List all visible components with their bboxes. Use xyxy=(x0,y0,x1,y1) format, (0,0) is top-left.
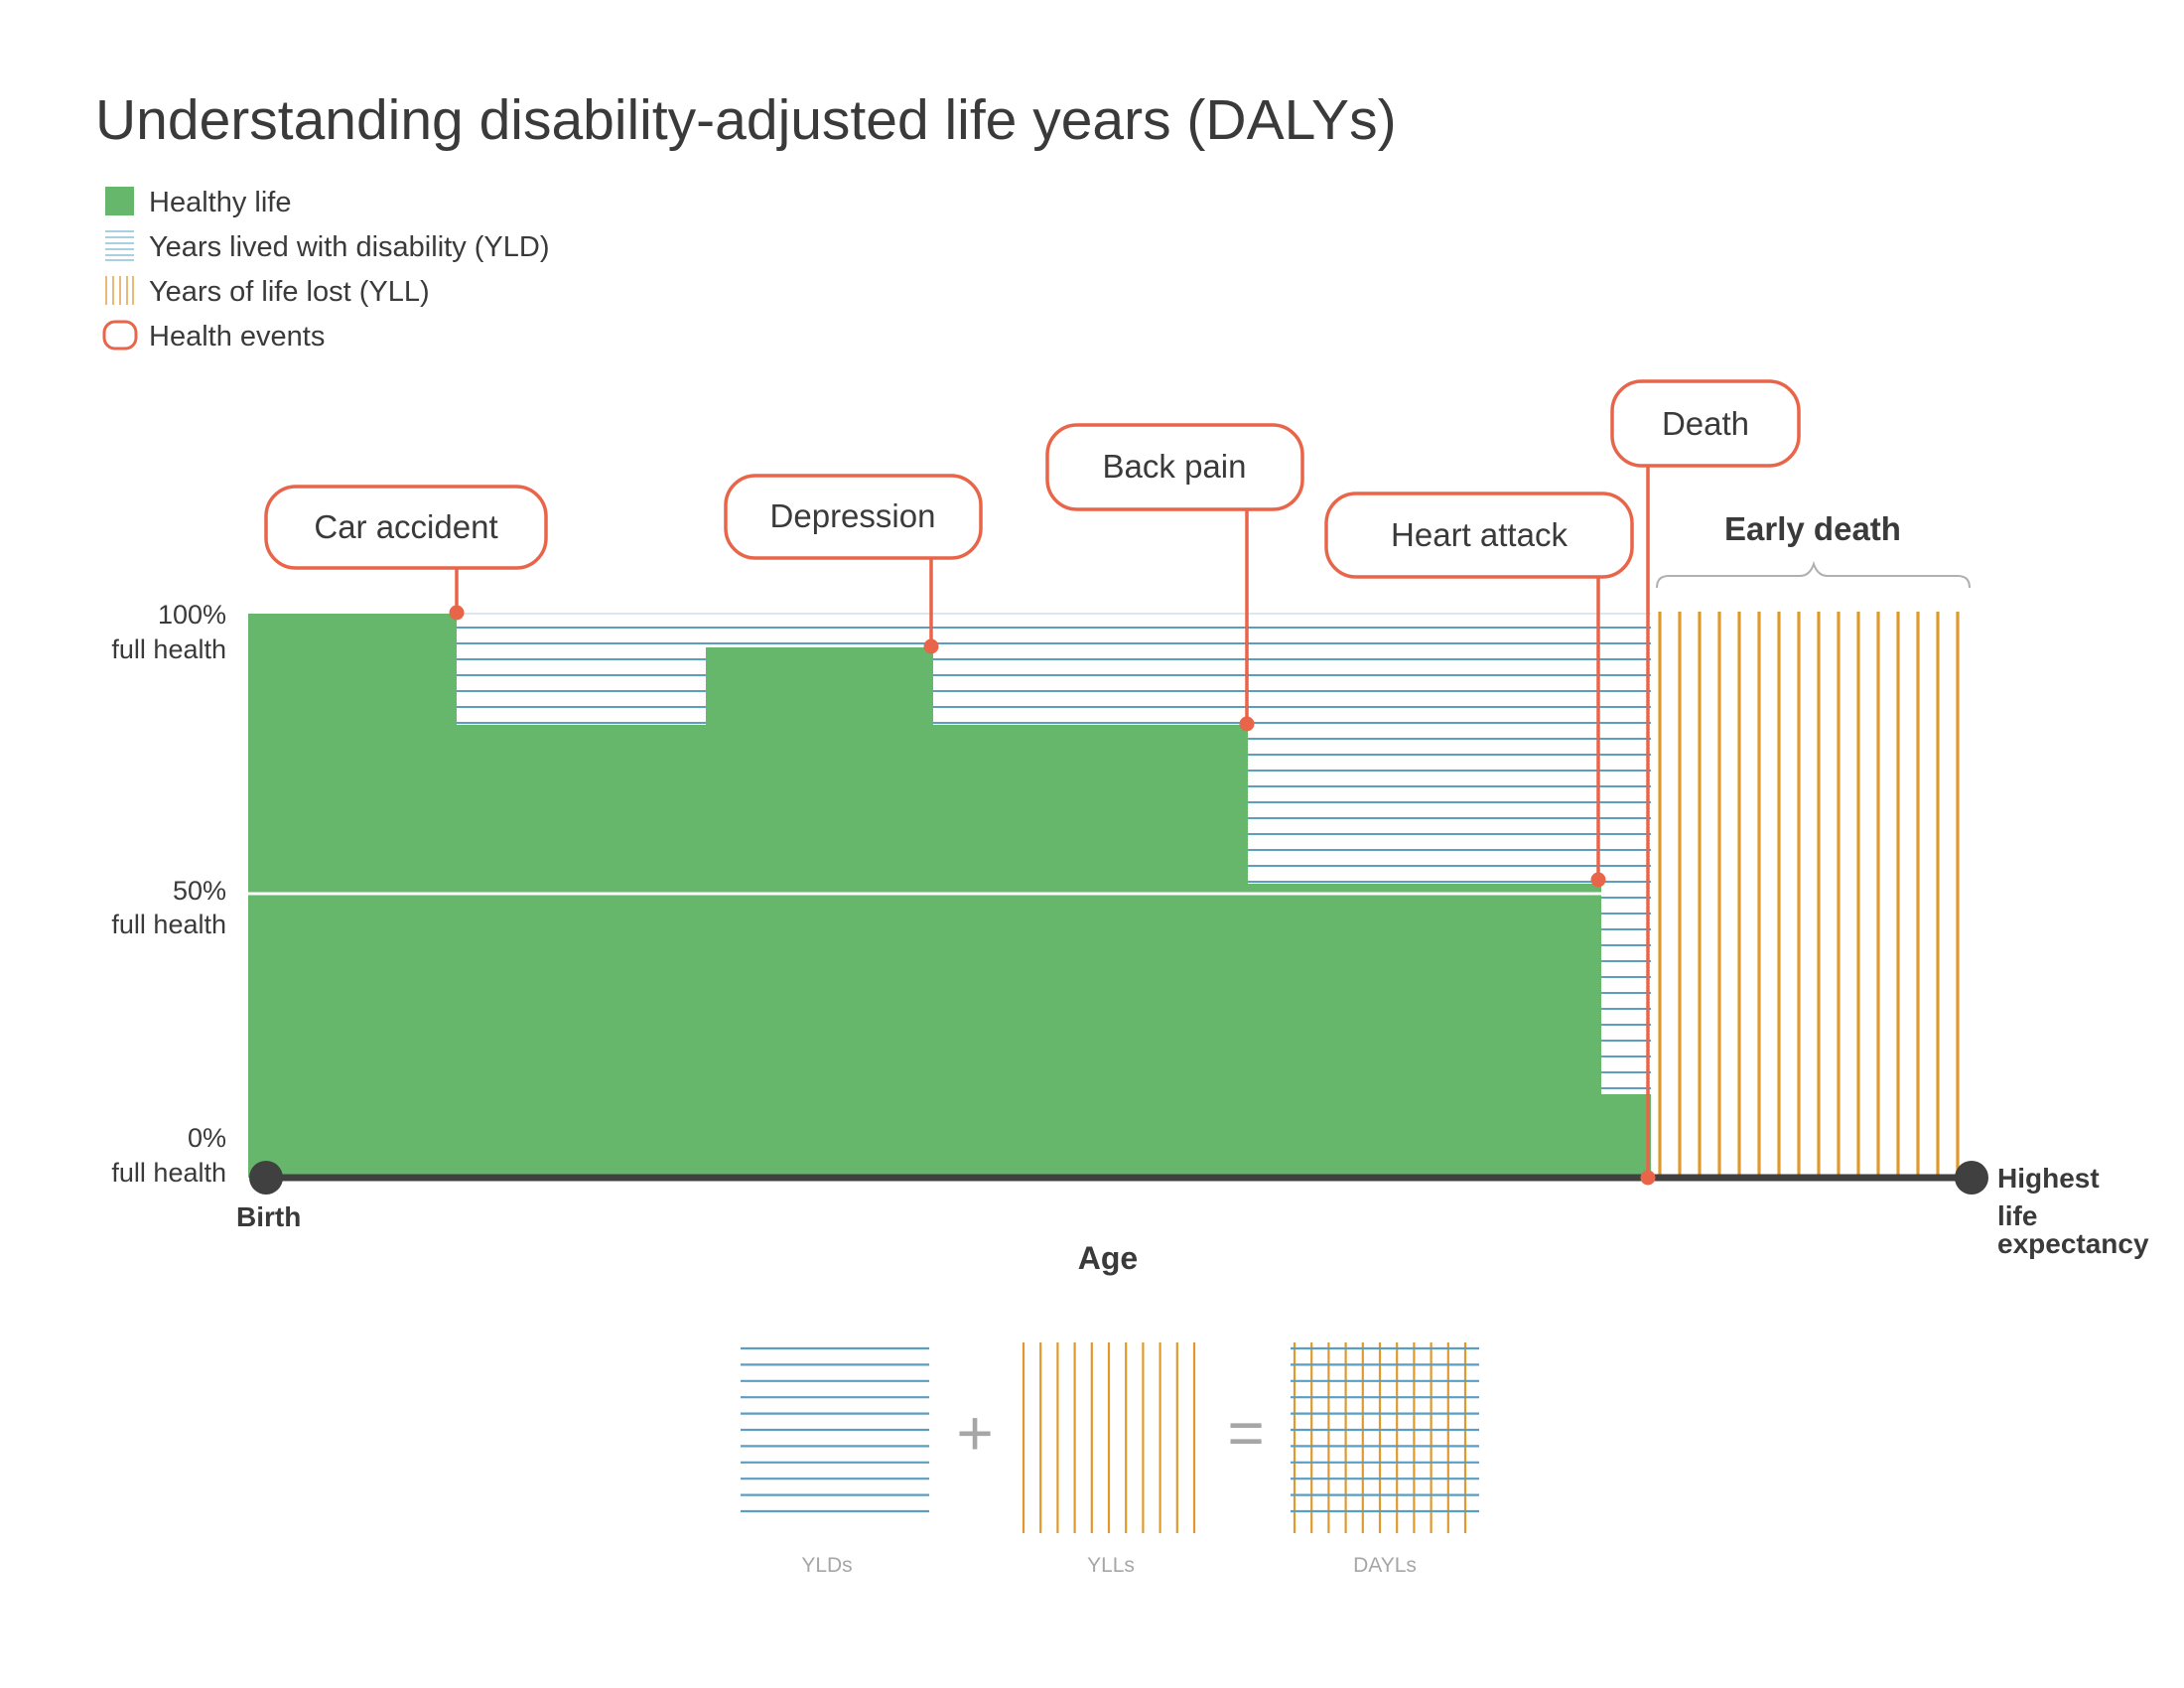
event-car-accident xyxy=(264,485,548,621)
event-depression xyxy=(724,474,983,654)
event-back-pain xyxy=(1045,423,1304,732)
plus-sign: + xyxy=(956,1397,993,1469)
early-death-label: Early death xyxy=(1724,510,1901,547)
page-title: Understanding disability-adjusted life y… xyxy=(95,88,1397,152)
life-expectancy-label-line-2: life xyxy=(1997,1200,2037,1231)
legend-item-yll: Years of life lost (YLL) xyxy=(105,276,430,308)
yld-equation-label: YLDs xyxy=(801,1554,852,1577)
yll-equation-label: YLLs xyxy=(1087,1554,1135,1577)
event-heart-attack xyxy=(1324,492,1634,888)
health-event-swatch-icon xyxy=(102,320,138,351)
birth-label: Birth xyxy=(236,1201,301,1232)
yll-swatch-icon xyxy=(105,276,134,305)
event-dot-icon xyxy=(923,638,939,654)
age-axis-label: Age xyxy=(1078,1240,1138,1276)
chart-area: Early death xyxy=(248,510,1988,1195)
legend-label: Health events xyxy=(149,321,325,352)
event-dot-icon xyxy=(1640,1170,1656,1186)
legend-label: Healthy life xyxy=(149,187,291,218)
y-sublabel-100: full health xyxy=(111,634,226,664)
healthy-life-area xyxy=(248,614,1651,1178)
y-sublabel-50: full health xyxy=(111,910,226,939)
yld-equation-icon xyxy=(741,1346,929,1513)
health-events xyxy=(264,379,1801,1186)
daly-equation-label: DAYLs xyxy=(1353,1554,1417,1577)
event-dot-icon xyxy=(1239,716,1255,732)
yll-equation-icon xyxy=(1022,1342,1196,1533)
event-bubble xyxy=(1324,492,1634,579)
event-label-heart-attack: Heart attack xyxy=(1391,516,1568,553)
legend: Healthy life Years lived with disability… xyxy=(102,187,549,352)
yld-swatch-icon xyxy=(105,230,134,261)
legend-item-healthy: Healthy life xyxy=(105,187,291,218)
life-expectancy-label-line-3: expectancy xyxy=(1997,1228,2149,1259)
event-death xyxy=(1610,379,1801,1186)
legend-item-events: Health events xyxy=(102,320,325,352)
event-bubble xyxy=(724,474,983,560)
birth-marker-icon xyxy=(249,1161,283,1195)
event-bubble xyxy=(264,485,548,570)
event-dot-icon xyxy=(1590,872,1606,888)
event-bubble xyxy=(1045,423,1304,511)
y-label-50: 50% xyxy=(173,876,226,906)
y-axis-labels: 100% full health 50% full health 0% full… xyxy=(111,600,226,1188)
event-bubble xyxy=(1610,379,1801,468)
life-expectancy-label-line-1: Highest xyxy=(1997,1163,2100,1194)
event-label-back-pain: Back pain xyxy=(1103,448,1247,485)
daly-equation-icon xyxy=(1291,1342,1479,1533)
event-dot-icon xyxy=(449,605,465,621)
life-expectancy-marker-icon xyxy=(1955,1161,1988,1195)
early-death-brace-icon xyxy=(1656,560,1971,589)
legend-item-yld: Years lived with disability (YLD) xyxy=(105,230,549,263)
daly-equation: + = YLDs YLLs DAYLs xyxy=(741,1342,1479,1577)
yll-stripes xyxy=(1658,612,1960,1175)
y-label-0: 0% xyxy=(188,1123,226,1153)
event-label-death: Death xyxy=(1662,405,1749,442)
health-event-labels: Car accident Depression Back pain Heart … xyxy=(314,405,1749,553)
event-label-depression: Depression xyxy=(770,497,936,534)
equals-sign: = xyxy=(1227,1397,1264,1469)
legend-label: Years of life lost (YLL) xyxy=(149,276,430,308)
y-label-100: 100% xyxy=(158,600,226,630)
y-sublabel-0: full health xyxy=(111,1158,226,1188)
healthy-life-swatch-icon xyxy=(105,187,134,215)
event-label-car-accident: Car accident xyxy=(314,508,497,545)
legend-label: Years lived with disability (YLD) xyxy=(149,231,549,263)
